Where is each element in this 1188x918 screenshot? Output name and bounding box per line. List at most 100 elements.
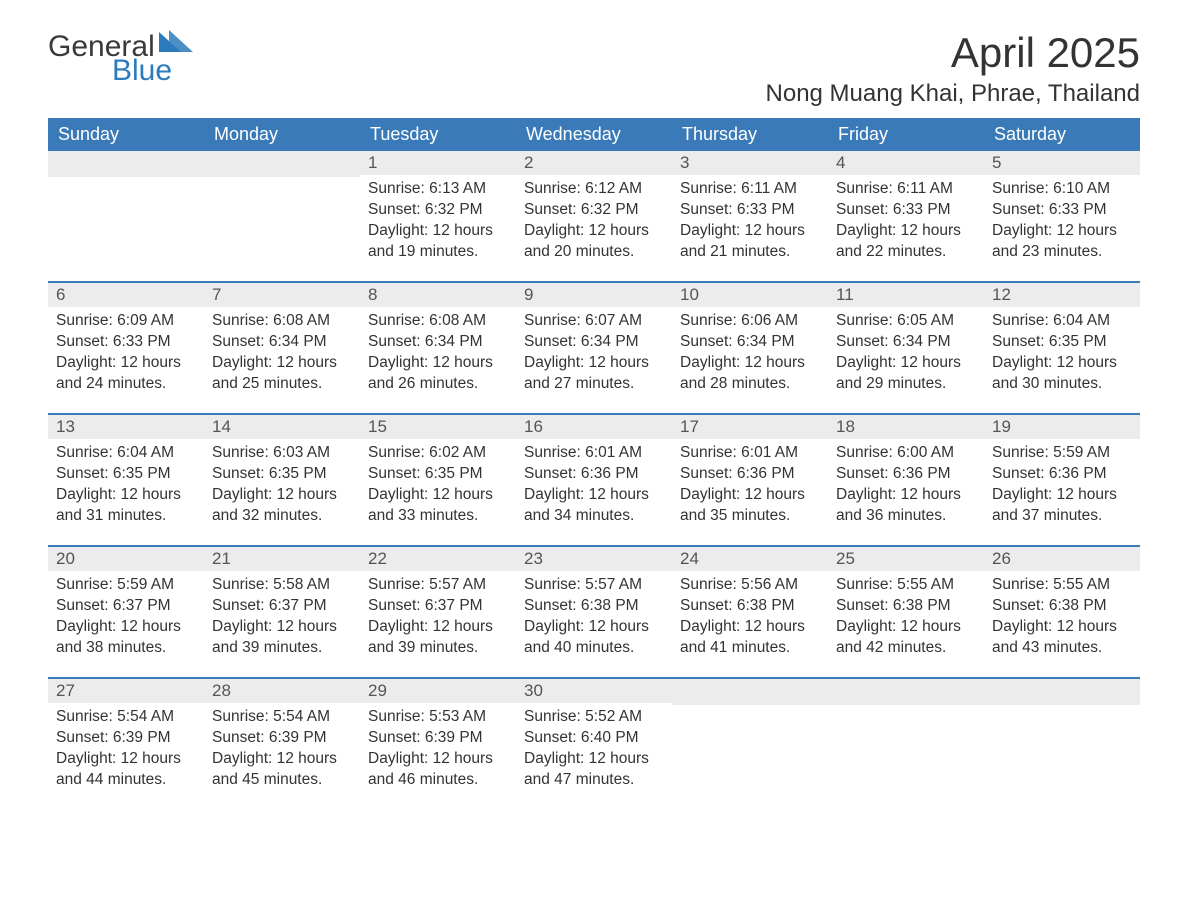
daylight-text-2: and 23 minutes. xyxy=(992,242,1132,263)
day-header-row: Sunday Monday Tuesday Wednesday Thursday… xyxy=(48,118,1140,151)
day-number: 21 xyxy=(204,547,360,571)
sunset-text: Sunset: 6:36 PM xyxy=(992,464,1132,485)
daylight-text-2: and 27 minutes. xyxy=(524,374,664,395)
day-cell: 2Sunrise: 6:12 AMSunset: 6:32 PMDaylight… xyxy=(516,151,672,281)
day-body: Sunrise: 5:54 AMSunset: 6:39 PMDaylight:… xyxy=(204,703,360,805)
day-cell: 18Sunrise: 6:00 AMSunset: 6:36 PMDayligh… xyxy=(828,415,984,545)
daylight-text-1: Daylight: 12 hours xyxy=(680,353,820,374)
day-cell: 25Sunrise: 5:55 AMSunset: 6:38 PMDayligh… xyxy=(828,547,984,677)
day-number: 4 xyxy=(828,151,984,175)
daylight-text-1: Daylight: 12 hours xyxy=(680,617,820,638)
day-number xyxy=(828,679,984,705)
day-cell: 5Sunrise: 6:10 AMSunset: 6:33 PMDaylight… xyxy=(984,151,1140,281)
day-number: 25 xyxy=(828,547,984,571)
sunrise-text: Sunrise: 6:12 AM xyxy=(524,179,664,200)
month-title: April 2025 xyxy=(766,30,1140,76)
sunrise-text: Sunrise: 6:08 AM xyxy=(212,311,352,332)
day-cell: 29Sunrise: 5:53 AMSunset: 6:39 PMDayligh… xyxy=(360,679,516,809)
sunset-text: Sunset: 6:35 PM xyxy=(992,332,1132,353)
daylight-text-1: Daylight: 12 hours xyxy=(524,353,664,374)
daylight-text-2: and 31 minutes. xyxy=(56,506,196,527)
daylight-text-1: Daylight: 12 hours xyxy=(368,617,508,638)
day-body: Sunrise: 6:12 AMSunset: 6:32 PMDaylight:… xyxy=(516,175,672,277)
sunrise-text: Sunrise: 6:05 AM xyxy=(836,311,976,332)
sunrise-text: Sunrise: 6:06 AM xyxy=(680,311,820,332)
day-header-friday: Friday xyxy=(828,118,984,151)
day-number: 26 xyxy=(984,547,1140,571)
sunset-text: Sunset: 6:32 PM xyxy=(524,200,664,221)
day-cell xyxy=(48,151,204,281)
daylight-text-2: and 47 minutes. xyxy=(524,770,664,791)
day-number: 9 xyxy=(516,283,672,307)
day-number: 29 xyxy=(360,679,516,703)
calendar-grid: Sunday Monday Tuesday Wednesday Thursday… xyxy=(48,118,1140,809)
daylight-text-1: Daylight: 12 hours xyxy=(212,485,352,506)
day-cell: 22Sunrise: 5:57 AMSunset: 6:37 PMDayligh… xyxy=(360,547,516,677)
day-cell: 24Sunrise: 5:56 AMSunset: 6:38 PMDayligh… xyxy=(672,547,828,677)
daylight-text-2: and 36 minutes. xyxy=(836,506,976,527)
daylight-text-1: Daylight: 12 hours xyxy=(992,221,1132,242)
day-body: Sunrise: 6:07 AMSunset: 6:34 PMDaylight:… xyxy=(516,307,672,409)
header-row: General Blue April 2025 Nong Muang Khai,… xyxy=(48,30,1140,108)
day-body: Sunrise: 6:02 AMSunset: 6:35 PMDaylight:… xyxy=(360,439,516,541)
sunset-text: Sunset: 6:34 PM xyxy=(524,332,664,353)
sunrise-text: Sunrise: 5:54 AM xyxy=(212,707,352,728)
daylight-text-1: Daylight: 12 hours xyxy=(368,485,508,506)
sunrise-text: Sunrise: 6:09 AM xyxy=(56,311,196,332)
sunset-text: Sunset: 6:34 PM xyxy=(836,332,976,353)
day-cell: 19Sunrise: 5:59 AMSunset: 6:36 PMDayligh… xyxy=(984,415,1140,545)
sunrise-text: Sunrise: 5:54 AM xyxy=(56,707,196,728)
day-number: 20 xyxy=(48,547,204,571)
sunset-text: Sunset: 6:35 PM xyxy=(56,464,196,485)
week-row: 6Sunrise: 6:09 AMSunset: 6:33 PMDaylight… xyxy=(48,281,1140,413)
daylight-text-2: and 29 minutes. xyxy=(836,374,976,395)
sunset-text: Sunset: 6:34 PM xyxy=(680,332,820,353)
sunset-text: Sunset: 6:39 PM xyxy=(212,728,352,749)
daylight-text-2: and 35 minutes. xyxy=(680,506,820,527)
calendar-page: General Blue April 2025 Nong Muang Khai,… xyxy=(0,0,1188,849)
daylight-text-2: and 37 minutes. xyxy=(992,506,1132,527)
day-cell: 7Sunrise: 6:08 AMSunset: 6:34 PMDaylight… xyxy=(204,283,360,413)
sunset-text: Sunset: 6:36 PM xyxy=(836,464,976,485)
day-cell: 6Sunrise: 6:09 AMSunset: 6:33 PMDaylight… xyxy=(48,283,204,413)
day-cell xyxy=(204,151,360,281)
day-cell: 10Sunrise: 6:06 AMSunset: 6:34 PMDayligh… xyxy=(672,283,828,413)
logo-flag-icon xyxy=(159,30,193,56)
day-number xyxy=(672,679,828,705)
day-cell xyxy=(828,679,984,809)
day-cell: 9Sunrise: 6:07 AMSunset: 6:34 PMDaylight… xyxy=(516,283,672,413)
day-body: Sunrise: 5:57 AMSunset: 6:38 PMDaylight:… xyxy=(516,571,672,673)
day-body: Sunrise: 6:10 AMSunset: 6:33 PMDaylight:… xyxy=(984,175,1140,277)
day-body: Sunrise: 5:56 AMSunset: 6:38 PMDaylight:… xyxy=(672,571,828,673)
sunset-text: Sunset: 6:39 PM xyxy=(368,728,508,749)
daylight-text-1: Daylight: 12 hours xyxy=(368,353,508,374)
day-number: 5 xyxy=(984,151,1140,175)
day-body: Sunrise: 6:13 AMSunset: 6:32 PMDaylight:… xyxy=(360,175,516,277)
day-number xyxy=(984,679,1140,705)
daylight-text-2: and 39 minutes. xyxy=(368,638,508,659)
daylight-text-1: Daylight: 12 hours xyxy=(680,485,820,506)
day-number: 27 xyxy=(48,679,204,703)
sunset-text: Sunset: 6:36 PM xyxy=(680,464,820,485)
daylight-text-2: and 21 minutes. xyxy=(680,242,820,263)
daylight-text-1: Daylight: 12 hours xyxy=(992,353,1132,374)
day-cell: 1Sunrise: 6:13 AMSunset: 6:32 PMDaylight… xyxy=(360,151,516,281)
sunset-text: Sunset: 6:32 PM xyxy=(368,200,508,221)
day-cell: 20Sunrise: 5:59 AMSunset: 6:37 PMDayligh… xyxy=(48,547,204,677)
day-body: Sunrise: 5:53 AMSunset: 6:39 PMDaylight:… xyxy=(360,703,516,805)
daylight-text-2: and 43 minutes. xyxy=(992,638,1132,659)
sunrise-text: Sunrise: 5:59 AM xyxy=(992,443,1132,464)
sunrise-text: Sunrise: 6:10 AM xyxy=(992,179,1132,200)
sunset-text: Sunset: 6:37 PM xyxy=(368,596,508,617)
sunset-text: Sunset: 6:36 PM xyxy=(524,464,664,485)
sunrise-text: Sunrise: 6:04 AM xyxy=(56,443,196,464)
daylight-text-1: Daylight: 12 hours xyxy=(56,749,196,770)
day-number: 1 xyxy=(360,151,516,175)
daylight-text-2: and 20 minutes. xyxy=(524,242,664,263)
sunset-text: Sunset: 6:33 PM xyxy=(992,200,1132,221)
sunset-text: Sunset: 6:40 PM xyxy=(524,728,664,749)
day-body: Sunrise: 6:06 AMSunset: 6:34 PMDaylight:… xyxy=(672,307,828,409)
daylight-text-2: and 39 minutes. xyxy=(212,638,352,659)
daylight-text-1: Daylight: 12 hours xyxy=(836,485,976,506)
daylight-text-1: Daylight: 12 hours xyxy=(836,617,976,638)
